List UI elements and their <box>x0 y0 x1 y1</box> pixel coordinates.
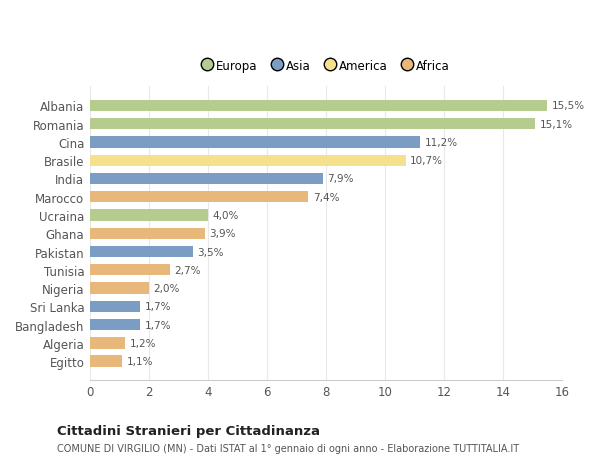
Bar <box>90 174 323 185</box>
Bar <box>90 191 308 203</box>
Bar <box>90 101 547 112</box>
Bar <box>90 264 170 276</box>
Text: 15,1%: 15,1% <box>540 119 573 129</box>
Bar <box>90 228 205 240</box>
Bar <box>90 119 535 130</box>
Text: 2,0%: 2,0% <box>154 283 180 293</box>
Text: 1,7%: 1,7% <box>145 302 171 312</box>
Text: 2,7%: 2,7% <box>174 265 200 275</box>
Text: 7,4%: 7,4% <box>313 192 339 202</box>
Text: 1,7%: 1,7% <box>145 320 171 330</box>
Text: COMUNE DI VIRGILIO (MN) - Dati ISTAT al 1° gennaio di ogni anno - Elaborazione T: COMUNE DI VIRGILIO (MN) - Dati ISTAT al … <box>57 443 519 453</box>
Text: 4,0%: 4,0% <box>212 211 239 220</box>
Bar <box>90 210 208 221</box>
Bar <box>90 155 406 167</box>
Text: 3,9%: 3,9% <box>209 229 236 239</box>
Bar <box>90 137 421 148</box>
Text: Cittadini Stranieri per Cittadinanza: Cittadini Stranieri per Cittadinanza <box>57 424 320 437</box>
Text: 15,5%: 15,5% <box>552 101 585 111</box>
Text: 3,5%: 3,5% <box>197 247 224 257</box>
Text: 7,9%: 7,9% <box>328 174 354 184</box>
Bar <box>90 319 140 330</box>
Text: 1,1%: 1,1% <box>127 356 154 366</box>
Legend: Europa, Asia, America, Africa: Europa, Asia, America, Africa <box>197 55 455 77</box>
Bar <box>90 301 140 312</box>
Bar <box>90 283 149 294</box>
Bar <box>90 337 125 349</box>
Text: 1,2%: 1,2% <box>130 338 156 348</box>
Text: 10,7%: 10,7% <box>410 156 443 166</box>
Text: 11,2%: 11,2% <box>425 138 458 148</box>
Bar <box>90 246 193 257</box>
Bar <box>90 356 122 367</box>
